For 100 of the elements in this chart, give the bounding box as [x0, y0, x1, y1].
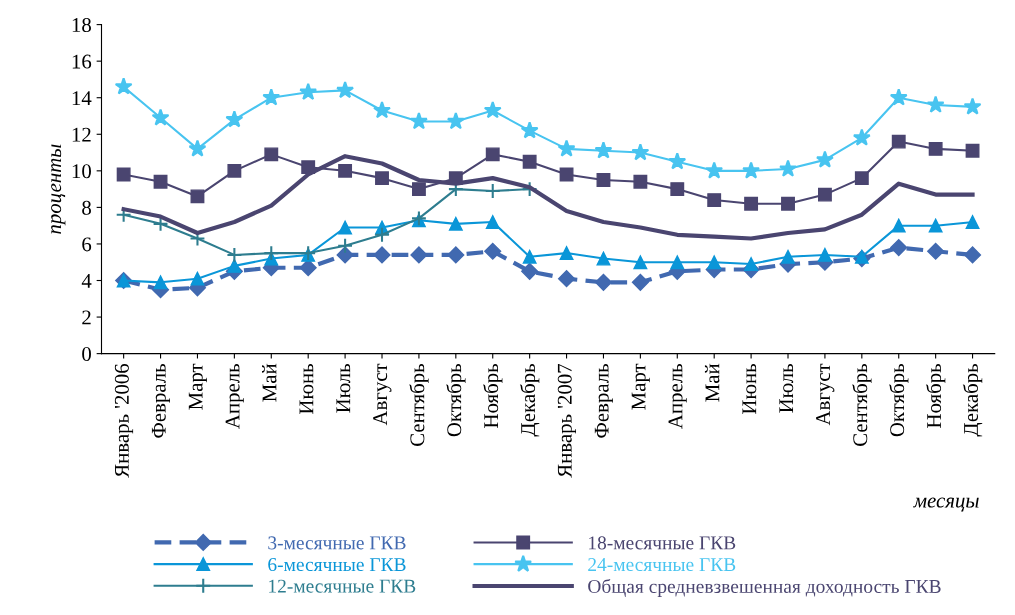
- point: [190, 271, 205, 286]
- point: [964, 246, 982, 264]
- point: [891, 218, 906, 233]
- point: [521, 262, 539, 280]
- point: [227, 163, 242, 178]
- point: [337, 237, 354, 254]
- point: [299, 82, 318, 101]
- text: 3-месячные ГКВ: [268, 536, 406, 550]
- point: [670, 255, 685, 270]
- point: [446, 112, 465, 130]
- y-tick-label: 18: [72, 17, 91, 33]
- x-tick-label: Октябрь: [446, 363, 466, 437]
- y-tick-label: 12: [72, 127, 91, 142]
- point: [965, 215, 980, 229]
- point: [557, 139, 576, 157]
- point: [226, 246, 243, 263]
- point: [375, 171, 389, 186]
- point: [890, 239, 908, 257]
- y-tick-label: 14: [72, 91, 92, 105]
- text: 24-месячные ГКВ: [588, 558, 736, 572]
- point: [928, 218, 943, 233]
- point: [707, 193, 722, 208]
- point: [594, 141, 613, 159]
- x-tick-label: Май: [262, 363, 277, 402]
- x-tick-label: Август: [373, 363, 392, 426]
- point: [670, 182, 685, 197]
- point: [817, 187, 832, 202]
- x-tick-label: Январь '2006: [114, 363, 134, 478]
- text: 12-месячные ГКВ: [269, 579, 416, 593]
- point: [668, 152, 687, 170]
- x-tick-label: Ноябрь: [483, 363, 503, 428]
- point: [447, 246, 465, 264]
- y-axis-title: проценты: [51, 144, 66, 234]
- point: [114, 77, 133, 95]
- point: [744, 196, 759, 211]
- point: [411, 182, 426, 197]
- point: [520, 121, 539, 139]
- point: [336, 81, 355, 99]
- point: [116, 167, 131, 182]
- y-tick-label: 6: [82, 237, 92, 252]
- y-tick-label: 16: [72, 54, 92, 69]
- y-tick-label: 8: [82, 200, 91, 215]
- y-tick-label: 0: [82, 347, 91, 362]
- text: 18-месячные ГКВ: [589, 536, 736, 550]
- point: [227, 258, 242, 273]
- point: [448, 216, 463, 231]
- point: [926, 95, 945, 113]
- point: [558, 270, 576, 288]
- x-tick-label: Июнь: [299, 363, 314, 415]
- point: [965, 143, 980, 158]
- x-tick-label: Май: [704, 363, 720, 402]
- point: [707, 255, 722, 270]
- x-tick-label: Сентябрь: [409, 363, 429, 446]
- x-tick-label: Март: [631, 363, 650, 410]
- point: [409, 112, 428, 130]
- point: [153, 275, 168, 290]
- y-tick-label: 10: [72, 164, 91, 179]
- point: [522, 154, 537, 169]
- text: 6-месячные ГКВ: [268, 558, 406, 572]
- point: [963, 97, 982, 115]
- point: [484, 242, 502, 260]
- point: [336, 246, 354, 264]
- point: [817, 247, 832, 262]
- point: [779, 159, 797, 177]
- point: [338, 163, 353, 178]
- point: [559, 246, 574, 261]
- point: [854, 171, 869, 186]
- text: Общая средневзвешенная доходность ГКВ: [588, 578, 941, 597]
- point: [374, 226, 390, 243]
- point: [521, 181, 538, 198]
- point: [153, 174, 168, 189]
- x-tick-label: Апрель: [668, 363, 687, 429]
- point: [852, 128, 871, 146]
- point: [484, 182, 501, 199]
- point: [151, 108, 170, 126]
- point: [596, 173, 611, 187]
- point: [299, 259, 317, 277]
- point: [263, 245, 280, 262]
- point: [188, 139, 207, 157]
- x-tick-label: Октябрь: [889, 363, 909, 437]
- point: [190, 189, 205, 204]
- y-tick-label: 2: [82, 310, 91, 325]
- point: [373, 246, 391, 264]
- point: [927, 242, 945, 260]
- point: [744, 257, 759, 272]
- x-tick-label: Июнь: [742, 363, 757, 415]
- point: [633, 255, 648, 270]
- point: [485, 147, 500, 162]
- point: [522, 249, 537, 264]
- y-tick-label: 4: [81, 274, 92, 288]
- point: [410, 246, 428, 264]
- x-tick-label: Январь '2007: [557, 363, 576, 478]
- point: [854, 249, 869, 264]
- point: [815, 150, 834, 168]
- x-tick-label: Декабрь: [519, 363, 540, 437]
- x-tick-label: Декабрь: [962, 363, 983, 437]
- point: [633, 174, 648, 189]
- point: [373, 101, 391, 119]
- point: [262, 88, 281, 106]
- x-tick-label: Июль: [336, 363, 351, 413]
